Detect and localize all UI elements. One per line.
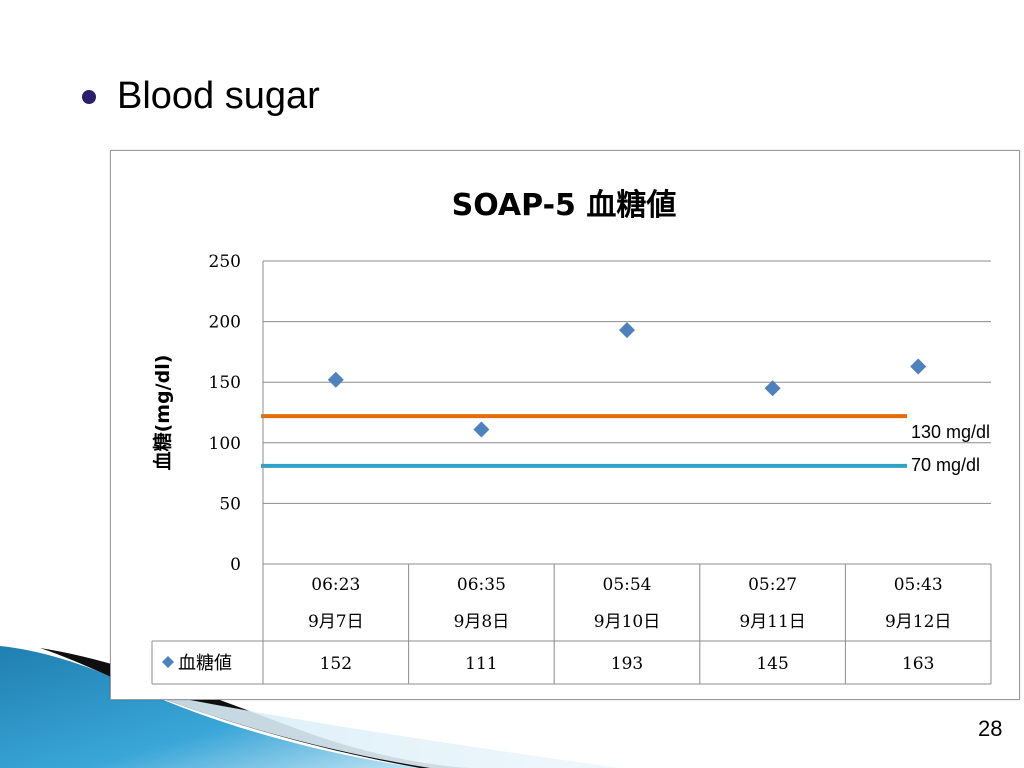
category-time-label: 05:43: [894, 575, 943, 595]
category-time-label: 05:54: [603, 575, 652, 595]
category-date-label: 9月12日: [885, 612, 951, 632]
legend-diamond-icon: [162, 656, 174, 668]
chart-frame: SOAP-5 血糖値 0 50 100 150 200 250 血糖(mg/dl) 130…: [110, 150, 1020, 700]
y-tick-label: 50: [219, 494, 241, 514]
y-tick-label: 200: [209, 313, 241, 333]
data-point-diamond: [910, 358, 927, 375]
y-axis-title: 血糖(mg/dl): [151, 355, 174, 471]
category-date-label: 9月7日: [308, 612, 364, 632]
reference-line-label: 130 mg/dl: [911, 422, 990, 442]
data-value-label: 163: [902, 654, 934, 674]
teal-swoosh: [0, 646, 420, 768]
data-value-label: 152: [320, 654, 352, 674]
chart-title: SOAP-5 血糖値: [452, 188, 677, 223]
data-point-diamond: [473, 421, 490, 438]
reference-lines: 130 mg/dl 70 mg/dl: [261, 414, 990, 475]
data-value-label: 145: [756, 654, 788, 674]
y-axis-ticks: 0 50 100 150 200 250: [209, 252, 241, 575]
bullet-icon: [82, 90, 96, 104]
category-date-label: 9月10日: [594, 612, 660, 632]
page-number: 28: [978, 716, 1003, 741]
legend-series-name: 血糖値: [178, 653, 232, 674]
bullet-text: Blood sugar: [117, 75, 320, 117]
pale-swoosh: [140, 690, 620, 768]
category-time-label: 05:27: [748, 575, 797, 595]
reference-line-label: 70 mg/dl: [911, 455, 980, 475]
category-date-label: 9月11日: [739, 612, 805, 632]
category-date-label: 9月8日: [454, 612, 510, 632]
blood-sugar-chart: SOAP-5 血糖値 0 50 100 150 200 250 血糖(mg/dl) 130…: [151, 188, 992, 685]
data-point-diamond: [764, 380, 781, 397]
y-tick-label: 100: [209, 434, 241, 454]
data-table: 06:23 9月7日 152 06:35 9月8日 111 05:54 9月10日 193 05:…: [151, 261, 992, 685]
gridlines: [263, 260, 991, 504]
data-point-diamond: [327, 371, 344, 388]
data-points: [327, 322, 927, 438]
data-value-label: 193: [611, 654, 643, 674]
data-point-diamond: [619, 322, 635, 339]
category-time-label: 06:35: [457, 575, 506, 595]
y-tick-label: 150: [209, 373, 241, 393]
data-value-label: 111: [465, 654, 497, 674]
y-tick-label: 250: [209, 252, 241, 272]
y-tick-label: 0: [230, 555, 241, 575]
category-time-label: 06:23: [311, 575, 360, 595]
